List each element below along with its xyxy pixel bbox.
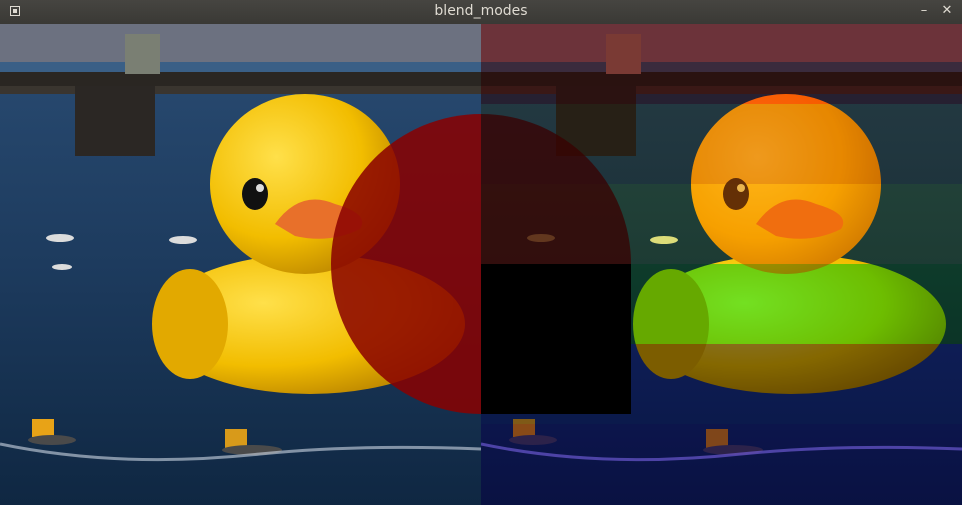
window-menu-icon[interactable] <box>10 6 20 16</box>
window-title: blend_modes <box>434 3 528 19</box>
minimize-button[interactable]: – <box>920 3 928 18</box>
title-bar[interactable]: blend_modes – ✕ <box>0 0 962 24</box>
close-button[interactable]: ✕ <box>941 3 953 18</box>
render-canvas <box>0 24 962 505</box>
blend-circle <box>331 114 631 414</box>
blend-scene <box>0 24 962 505</box>
